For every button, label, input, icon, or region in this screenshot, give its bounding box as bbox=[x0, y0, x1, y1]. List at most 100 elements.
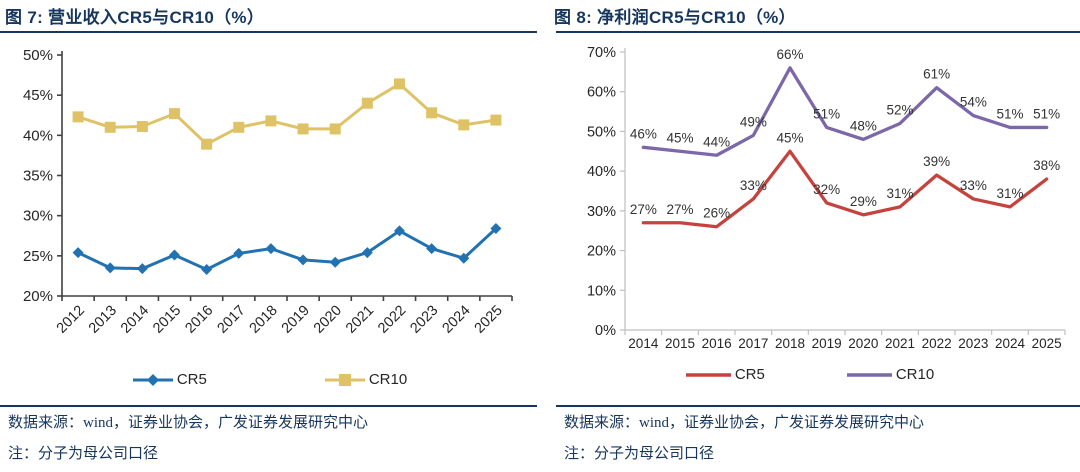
svg-text:33%: 33% bbox=[960, 178, 987, 193]
svg-text:30%: 30% bbox=[23, 208, 53, 225]
legend-label-CR5: CR5 bbox=[734, 366, 765, 383]
svg-text:2018: 2018 bbox=[775, 336, 805, 351]
profit-cr-line-chart: 0% 10% 20% 30% 40% 50% 60% 70% 2014 2015 2016 2017 2… bbox=[587, 45, 1066, 351]
svg-text:2024: 2024 bbox=[995, 336, 1026, 351]
svg-text:60%: 60% bbox=[587, 85, 616, 101]
y-axis-ticks: 0% 10% 20% 30% 40% 50% 60% 70% bbox=[587, 45, 625, 339]
svg-text:30%: 30% bbox=[587, 204, 616, 220]
series-CR10 bbox=[641, 66, 1049, 157]
svg-text:33%: 33% bbox=[740, 178, 767, 193]
data-labels-CR5: 27% 27% 26% 33% 45% 32% 29% 31% 39% 33% 31% 38% bbox=[630, 130, 1060, 220]
legend-item-CR5: CR5 bbox=[685, 366, 765, 383]
series-CR10 bbox=[72, 78, 502, 150]
series-CR5 bbox=[641, 149, 1049, 229]
x-axis-ticks bbox=[61, 296, 513, 301]
svg-text:2022: 2022 bbox=[922, 336, 952, 351]
svg-text:2023: 2023 bbox=[407, 303, 441, 337]
svg-text:70%: 70% bbox=[587, 45, 616, 61]
svg-text:52%: 52% bbox=[886, 102, 913, 117]
svg-text:51%: 51% bbox=[1033, 106, 1060, 121]
svg-text:44%: 44% bbox=[703, 134, 730, 149]
svg-text:50%: 50% bbox=[23, 47, 53, 64]
data-labels-CR10: 46% 45% 44% 49% 66% 51% 48% 52% 61% 54% 51% 51% bbox=[630, 47, 1060, 149]
svg-text:51%: 51% bbox=[996, 106, 1023, 121]
title-underline bbox=[556, 31, 1080, 33]
svg-text:49%: 49% bbox=[740, 114, 767, 129]
svg-text:2022: 2022 bbox=[375, 303, 409, 337]
svg-text:2014: 2014 bbox=[118, 303, 152, 337]
legend-item-CR10: CR10 bbox=[846, 366, 935, 383]
series-CR5 bbox=[72, 223, 502, 275]
panel-profit-cr: 图 8: 净利润CR5与CR10（%） 0% 10% 20% 30% 40% 50% 60%… bbox=[540, 0, 1080, 472]
svg-text:2020: 2020 bbox=[311, 303, 345, 337]
svg-text:27%: 27% bbox=[666, 202, 693, 217]
svg-text:10%: 10% bbox=[587, 283, 616, 299]
svg-text:2025: 2025 bbox=[472, 303, 506, 337]
legend-item-CR10: CR10 bbox=[324, 371, 408, 388]
svg-text:2020: 2020 bbox=[848, 336, 878, 351]
svg-text:31%: 31% bbox=[996, 186, 1023, 201]
svg-text:48%: 48% bbox=[850, 118, 877, 133]
legend-marker-CR10 bbox=[324, 373, 365, 386]
footer-divider bbox=[556, 405, 1080, 407]
svg-text:2019: 2019 bbox=[279, 303, 313, 337]
footnote-text: 注：分子为母公司口径 bbox=[564, 446, 715, 462]
svg-text:25%: 25% bbox=[23, 248, 53, 265]
svg-text:2015: 2015 bbox=[665, 336, 695, 351]
data-source-text: 数据来源：wind，证券业协会，广发证券发展研究中心 bbox=[8, 415, 369, 431]
chart-title-profit: 图 8: 净利润CR5与CR10（%） bbox=[554, 8, 796, 27]
legend-label-CR10: CR10 bbox=[895, 366, 935, 383]
svg-text:29%: 29% bbox=[850, 194, 877, 209]
svg-text:27%: 27% bbox=[630, 202, 657, 217]
svg-text:40%: 40% bbox=[23, 127, 53, 144]
svg-text:38%: 38% bbox=[1033, 158, 1060, 173]
svg-text:2017: 2017 bbox=[738, 336, 768, 351]
legend-marker-CR5 bbox=[685, 372, 731, 377]
legend-revenue: CR5 CR10 bbox=[0, 371, 540, 388]
chart-title-revenue: 图 7: 营业收入CR5与CR10（%） bbox=[5, 8, 265, 27]
axes bbox=[61, 51, 512, 297]
svg-text:66%: 66% bbox=[776, 47, 803, 62]
svg-text:32%: 32% bbox=[813, 182, 840, 197]
footnote-text: 注：分子为母公司口径 bbox=[8, 446, 159, 462]
svg-text:45%: 45% bbox=[666, 130, 693, 145]
legend-item-CR5: CR5 bbox=[132, 371, 207, 388]
x-axis-ticks bbox=[624, 330, 1066, 335]
x-axis-labels: 2012201320142015201620172018201920202021… bbox=[54, 303, 506, 337]
svg-text:2023: 2023 bbox=[958, 336, 988, 351]
svg-text:51%: 51% bbox=[813, 106, 840, 121]
revenue-cr-line-chart: 20% 25% 30% 35% 40% 45% 50% 2012201320142015201… bbox=[23, 47, 513, 337]
svg-text:35%: 35% bbox=[23, 168, 53, 185]
svg-text:2024: 2024 bbox=[439, 303, 473, 337]
svg-text:2025: 2025 bbox=[1032, 336, 1062, 351]
legend-label-CR5: CR5 bbox=[176, 371, 207, 388]
svg-text:2015: 2015 bbox=[150, 303, 184, 337]
svg-text:2016: 2016 bbox=[182, 303, 216, 337]
svg-text:2017: 2017 bbox=[214, 303, 248, 337]
svg-text:40%: 40% bbox=[587, 164, 616, 180]
legend-profit: CR5 CR10 bbox=[540, 366, 1080, 383]
svg-text:2014: 2014 bbox=[628, 336, 659, 351]
svg-text:26%: 26% bbox=[703, 206, 730, 221]
svg-text:2018: 2018 bbox=[247, 303, 281, 337]
y-axis-ticks: 20% 25% 30% 35% 40% 45% 50% bbox=[23, 47, 62, 305]
svg-text:0%: 0% bbox=[595, 323, 616, 339]
svg-text:2013: 2013 bbox=[86, 303, 120, 337]
svg-text:2021: 2021 bbox=[885, 336, 915, 351]
legend-marker-CR10 bbox=[846, 372, 892, 377]
svg-text:45%: 45% bbox=[776, 130, 803, 145]
svg-text:20%: 20% bbox=[587, 244, 616, 260]
svg-text:2016: 2016 bbox=[702, 336, 732, 351]
svg-text:31%: 31% bbox=[886, 186, 913, 201]
svg-text:54%: 54% bbox=[960, 95, 987, 110]
title-underline bbox=[0, 31, 537, 33]
svg-text:46%: 46% bbox=[630, 126, 657, 141]
svg-text:39%: 39% bbox=[923, 154, 950, 169]
legend-label-CR10: CR10 bbox=[368, 371, 408, 388]
svg-text:50%: 50% bbox=[587, 124, 616, 140]
svg-text:20%: 20% bbox=[23, 288, 53, 305]
svg-text:2021: 2021 bbox=[343, 303, 377, 337]
legend-marker-CR5 bbox=[132, 373, 173, 386]
svg-text:45%: 45% bbox=[23, 87, 53, 104]
